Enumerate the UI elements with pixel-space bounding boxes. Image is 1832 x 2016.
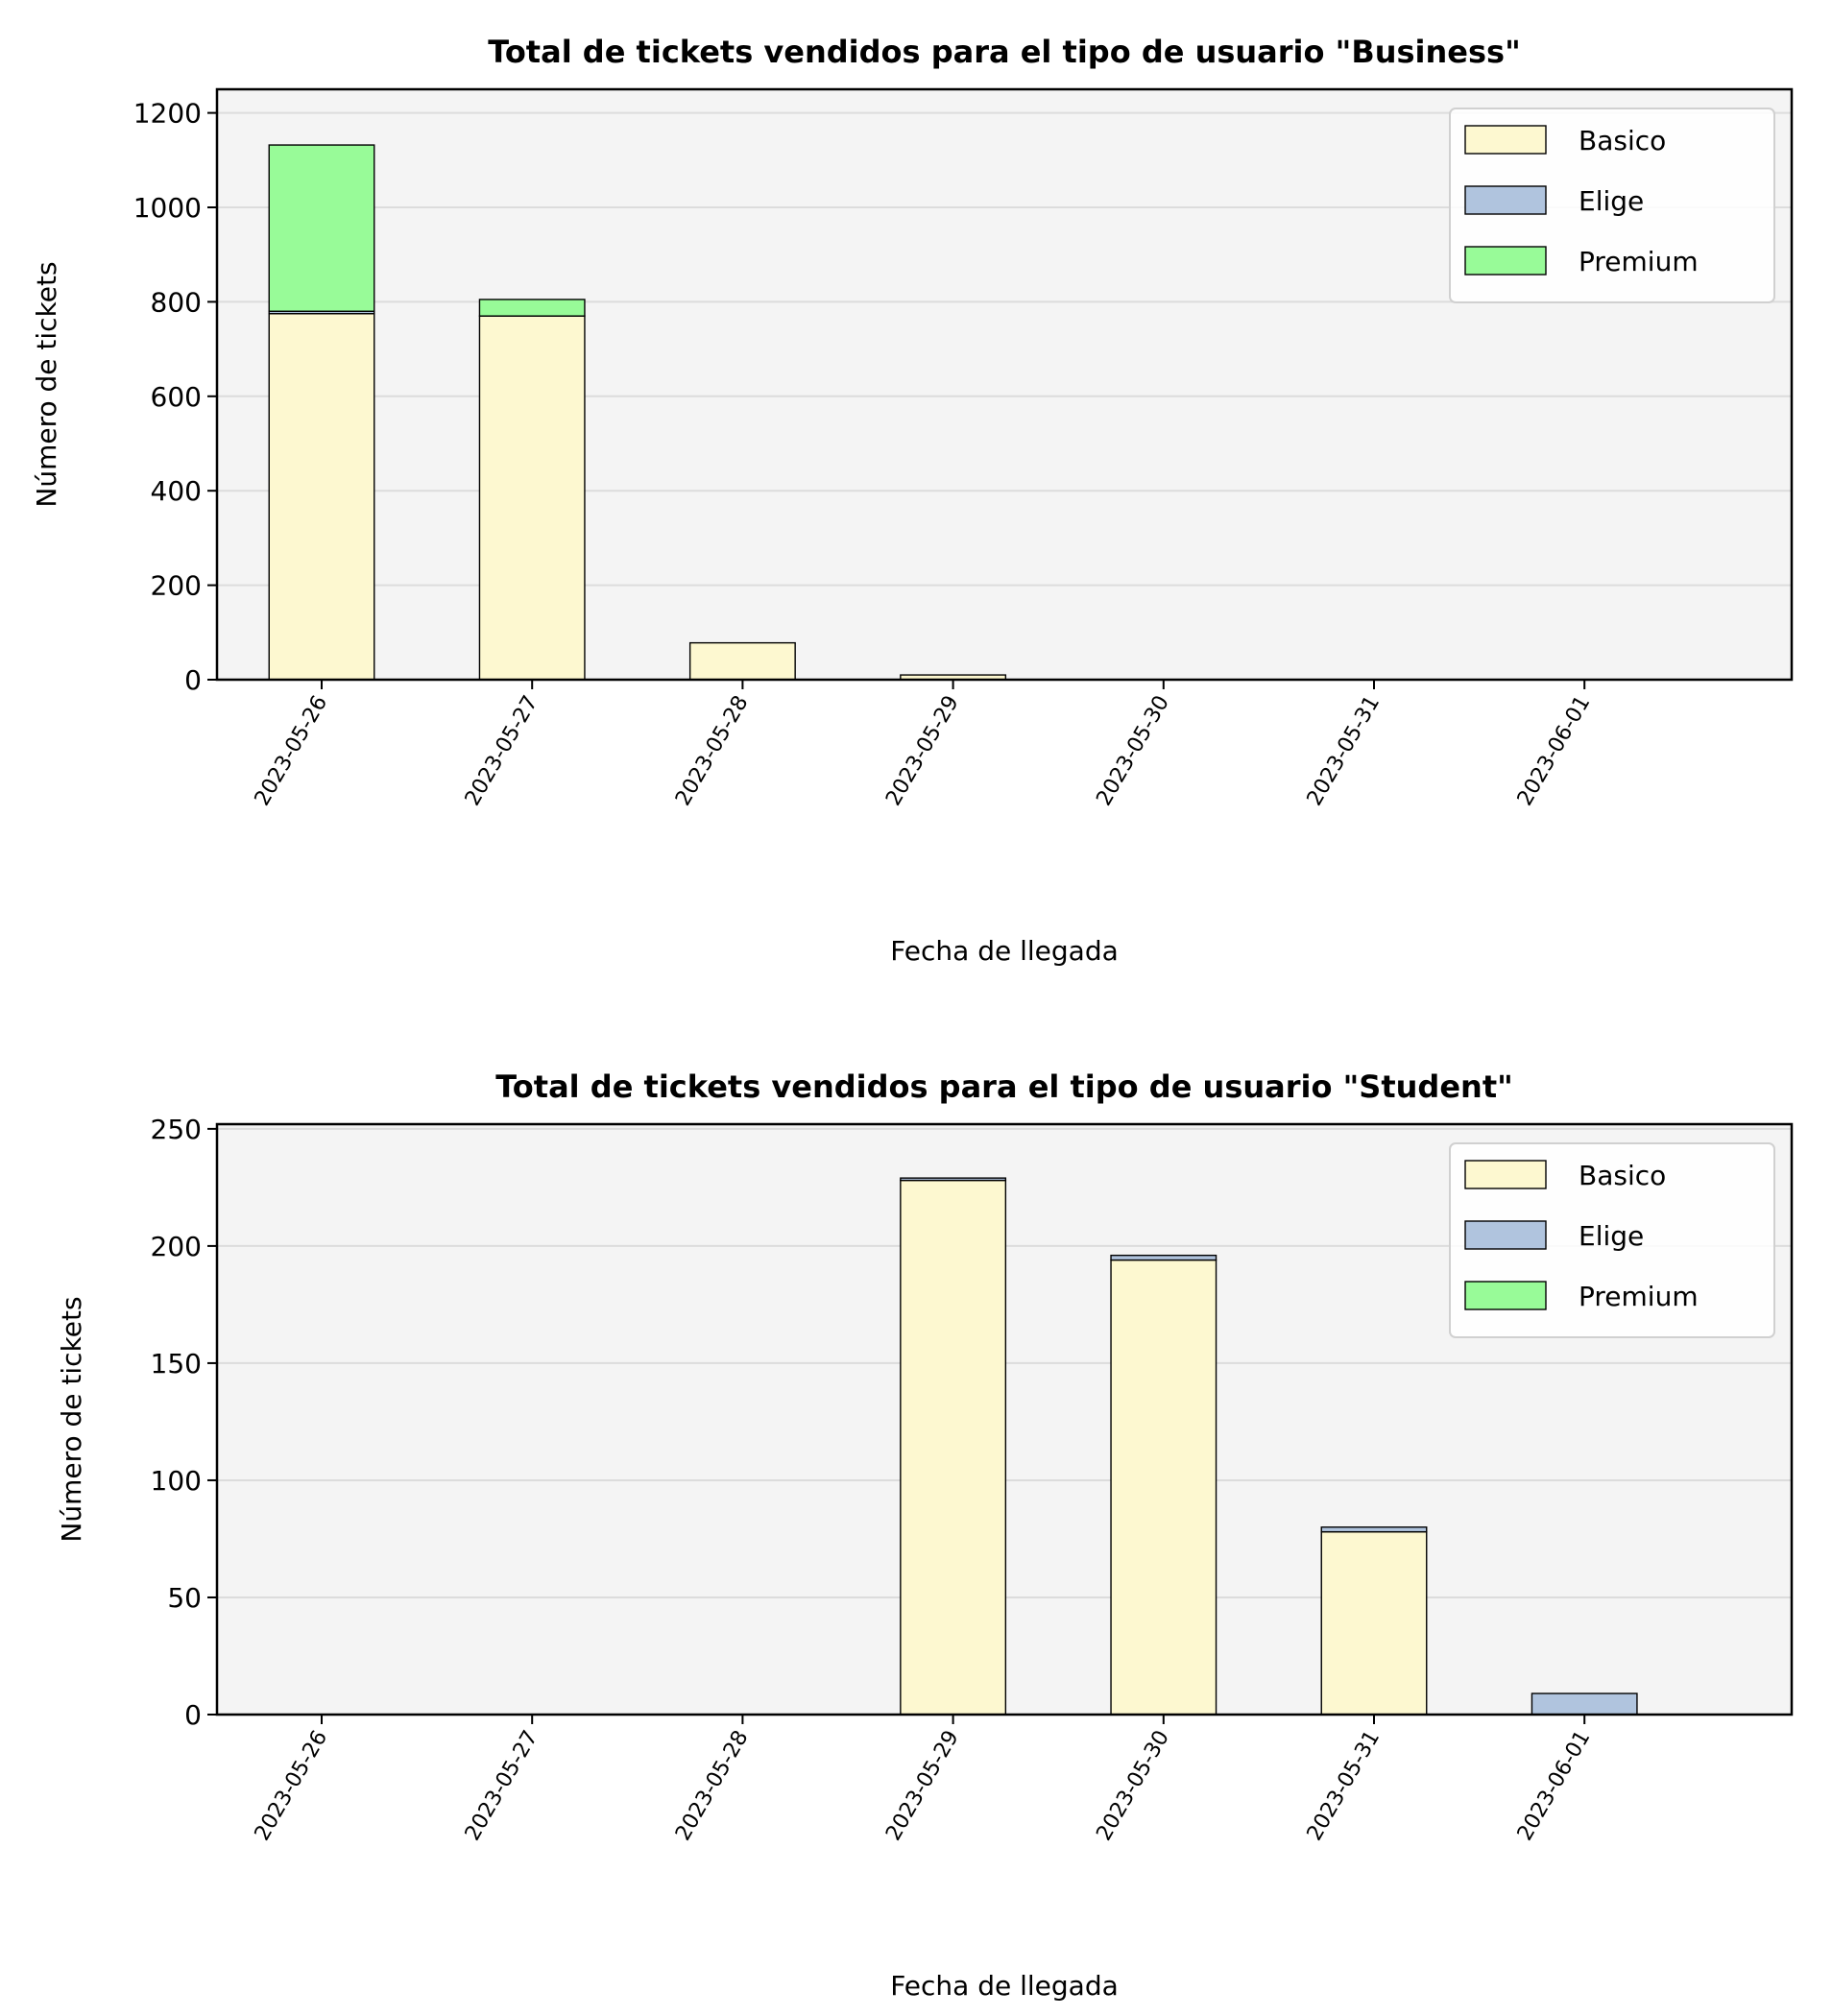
legend-label-basico: Basico xyxy=(1579,125,1666,156)
y-tick-label: 250 xyxy=(151,1114,202,1145)
x-tick-label: 2023-06-01 xyxy=(1513,692,1596,810)
bar-premium-2023-05-27 xyxy=(478,299,586,317)
x-tick-label: 2023-05-30 xyxy=(1092,692,1174,810)
legend-label-elige: Elige xyxy=(1579,1220,1644,1252)
bar-elige-2023-05-31 xyxy=(1320,1526,1428,1533)
x-tick-label: 2023-05-30 xyxy=(1092,1727,1174,1845)
x-tick-label: 2023-05-28 xyxy=(671,692,754,810)
chart-panel-1: 0 200 400 600 800 1000 1200 2023-05-26 2023-05-2… xyxy=(31,34,1794,967)
x-tick-label: 2023-05-27 xyxy=(461,1727,543,1845)
y-tick-label: 400 xyxy=(151,475,202,507)
bar-basico-2023-05-27 xyxy=(478,315,586,681)
y-tick-label: 100 xyxy=(151,1465,202,1497)
y-tick-label: 800 xyxy=(151,286,202,318)
legend: Basico Elige Premium xyxy=(1449,1142,1775,1338)
bar-elige-2023-06-01 xyxy=(1531,1692,1638,1716)
legend-swatch-basico xyxy=(1464,125,1547,155)
x-axis-label: Fecha de llegada xyxy=(890,935,1119,967)
x-tick-label: 2023-05-26 xyxy=(251,1727,333,1845)
axes-frame xyxy=(215,1122,1794,1716)
legend-label-premium: Premium xyxy=(1579,1281,1699,1312)
chart-title: Total de tickets vendidos para el tipo d… xyxy=(488,34,1521,70)
x-tick-label: 2023-05-28 xyxy=(671,1727,754,1845)
y-axis-label: Número de tickets xyxy=(31,261,62,507)
bar-basico-2023-05-26 xyxy=(268,313,375,681)
legend-label-premium: Premium xyxy=(1579,246,1699,277)
legend-label-elige: Elige xyxy=(1579,185,1644,217)
y-axis-label: Número de tickets xyxy=(56,1296,87,1542)
chart-title: Total de tickets vendidos para el tipo d… xyxy=(495,1068,1513,1105)
x-tick-label: 2023-05-29 xyxy=(881,1727,964,1845)
bar-basico-2023-05-28 xyxy=(688,641,796,681)
y-tick-label: 1000 xyxy=(133,192,202,224)
y-tick-label: 200 xyxy=(151,1231,202,1262)
bar-premium-2023-05-26 xyxy=(268,144,375,312)
y-tick-label: 0 xyxy=(184,1699,202,1731)
legend-swatch-premium xyxy=(1464,1281,1547,1310)
legend-swatch-basico xyxy=(1464,1160,1547,1189)
x-tick-label: 2023-05-29 xyxy=(881,692,964,810)
x-tick-label: 2023-06-01 xyxy=(1513,1727,1596,1845)
legend-swatch-elige xyxy=(1464,1220,1547,1250)
legend: Basico Elige Premium xyxy=(1449,108,1775,303)
bar-basico-2023-05-29 xyxy=(900,1179,1007,1716)
legend-swatch-premium xyxy=(1464,246,1547,276)
bar-basico-2023-05-31 xyxy=(1320,1530,1428,1716)
legend-swatch-elige xyxy=(1464,185,1547,215)
y-tick-label: 50 xyxy=(167,1582,202,1614)
x-tick-label: 2023-05-27 xyxy=(461,692,543,810)
x-axis-label: Fecha de llegada xyxy=(890,1970,1119,2002)
x-tick-label: 2023-05-31 xyxy=(1303,1727,1386,1845)
chart-panel-2: 0 50 100 150 200 250 2023-05-26 2023-05-27 2023-… xyxy=(56,1068,1794,2002)
y-tick-label: 1200 xyxy=(133,98,202,130)
y-tick-label: 600 xyxy=(151,381,202,413)
bar-basico-2023-05-30 xyxy=(1110,1259,1217,1716)
y-tick-label: 200 xyxy=(151,570,202,602)
y-tick-label: 150 xyxy=(151,1348,202,1380)
bar-elige-2023-05-29 xyxy=(900,1177,1007,1182)
y-tick-label: 0 xyxy=(184,664,202,696)
axes-frame xyxy=(215,87,1794,682)
legend-label-basico: Basico xyxy=(1579,1160,1666,1191)
x-tick-label: 2023-05-31 xyxy=(1303,692,1386,810)
x-tick-label: 2023-05-26 xyxy=(251,692,333,810)
bar-elige-2023-05-30 xyxy=(1110,1254,1217,1261)
